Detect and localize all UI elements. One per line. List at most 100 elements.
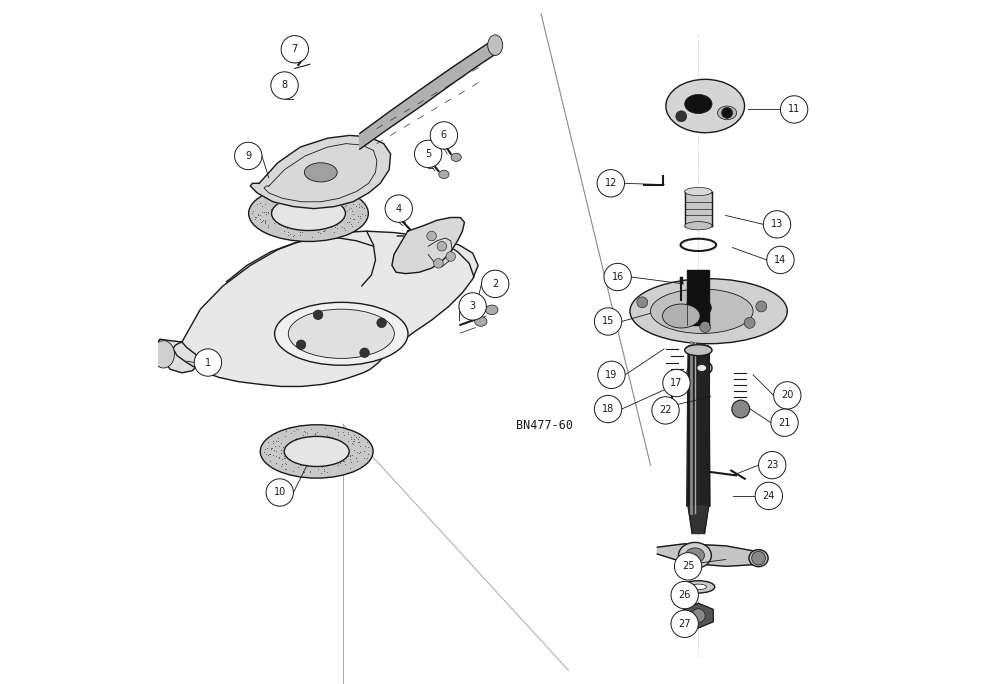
Circle shape bbox=[597, 170, 624, 197]
Text: 16: 16 bbox=[612, 272, 624, 282]
Circle shape bbox=[296, 340, 306, 350]
Circle shape bbox=[771, 409, 798, 436]
Polygon shape bbox=[688, 506, 709, 534]
Ellipse shape bbox=[682, 581, 715, 593]
Ellipse shape bbox=[153, 341, 174, 368]
Circle shape bbox=[780, 96, 808, 123]
Text: 8: 8 bbox=[281, 81, 288, 90]
Text: 17: 17 bbox=[670, 378, 683, 388]
Text: 19: 19 bbox=[605, 370, 618, 380]
Ellipse shape bbox=[284, 436, 349, 466]
Text: 15: 15 bbox=[602, 317, 614, 326]
Circle shape bbox=[767, 246, 794, 274]
Text: 2: 2 bbox=[492, 279, 498, 289]
Circle shape bbox=[752, 551, 765, 565]
Circle shape bbox=[774, 382, 801, 409]
Ellipse shape bbox=[685, 94, 712, 114]
Ellipse shape bbox=[630, 279, 787, 344]
Text: 23: 23 bbox=[766, 460, 778, 470]
Polygon shape bbox=[685, 192, 712, 226]
Text: 5: 5 bbox=[425, 149, 431, 159]
Text: 14: 14 bbox=[774, 255, 787, 265]
Circle shape bbox=[360, 348, 369, 358]
Text: 12: 12 bbox=[605, 179, 617, 188]
Circle shape bbox=[663, 369, 690, 397]
Circle shape bbox=[755, 482, 782, 510]
Ellipse shape bbox=[249, 185, 368, 241]
Circle shape bbox=[594, 308, 622, 335]
Text: 27: 27 bbox=[678, 619, 691, 629]
Circle shape bbox=[652, 397, 679, 424]
Circle shape bbox=[235, 142, 262, 170]
Text: 22: 22 bbox=[659, 406, 672, 415]
Ellipse shape bbox=[690, 584, 707, 590]
Circle shape bbox=[763, 211, 791, 238]
Circle shape bbox=[459, 293, 486, 320]
Text: 18: 18 bbox=[602, 404, 614, 414]
Text: 4: 4 bbox=[396, 204, 402, 213]
Text: 26: 26 bbox=[678, 590, 691, 600]
Ellipse shape bbox=[679, 542, 711, 568]
Circle shape bbox=[637, 297, 648, 308]
Circle shape bbox=[692, 609, 705, 622]
Text: 9: 9 bbox=[245, 151, 251, 161]
Polygon shape bbox=[155, 339, 200, 373]
Circle shape bbox=[674, 553, 702, 580]
Ellipse shape bbox=[439, 170, 449, 179]
Circle shape bbox=[732, 400, 750, 418]
Ellipse shape bbox=[685, 344, 711, 354]
Ellipse shape bbox=[486, 305, 498, 315]
Circle shape bbox=[482, 270, 509, 298]
Circle shape bbox=[377, 318, 386, 328]
Text: 10: 10 bbox=[274, 488, 286, 497]
Polygon shape bbox=[687, 349, 710, 506]
Circle shape bbox=[446, 252, 456, 261]
Ellipse shape bbox=[488, 35, 503, 55]
Polygon shape bbox=[684, 603, 713, 628]
Ellipse shape bbox=[666, 384, 679, 393]
Text: 1: 1 bbox=[205, 358, 211, 367]
Ellipse shape bbox=[662, 304, 700, 328]
Circle shape bbox=[594, 395, 622, 423]
Circle shape bbox=[437, 241, 447, 251]
Ellipse shape bbox=[451, 153, 461, 161]
Text: 21: 21 bbox=[778, 418, 791, 428]
Circle shape bbox=[266, 479, 293, 506]
Circle shape bbox=[281, 36, 308, 63]
Text: 3: 3 bbox=[470, 302, 476, 311]
Circle shape bbox=[700, 321, 711, 332]
Text: 11: 11 bbox=[788, 105, 800, 114]
Circle shape bbox=[676, 111, 687, 122]
Polygon shape bbox=[173, 231, 478, 386]
Ellipse shape bbox=[650, 289, 753, 334]
Ellipse shape bbox=[749, 549, 768, 566]
Text: 13: 13 bbox=[771, 220, 783, 229]
Ellipse shape bbox=[260, 425, 373, 478]
Ellipse shape bbox=[685, 345, 712, 356]
Circle shape bbox=[671, 581, 698, 609]
Circle shape bbox=[604, 263, 631, 291]
Ellipse shape bbox=[692, 360, 712, 376]
Ellipse shape bbox=[718, 106, 737, 120]
Circle shape bbox=[430, 122, 458, 149]
Circle shape bbox=[598, 361, 625, 389]
Polygon shape bbox=[687, 270, 709, 325]
Ellipse shape bbox=[685, 187, 712, 196]
Circle shape bbox=[313, 310, 323, 319]
Text: 20: 20 bbox=[781, 391, 793, 400]
Ellipse shape bbox=[697, 365, 707, 371]
Circle shape bbox=[722, 107, 733, 118]
Polygon shape bbox=[428, 238, 452, 267]
Ellipse shape bbox=[275, 302, 408, 365]
Circle shape bbox=[759, 451, 786, 479]
Ellipse shape bbox=[272, 196, 345, 231]
Circle shape bbox=[427, 231, 436, 241]
Circle shape bbox=[385, 195, 412, 222]
Ellipse shape bbox=[304, 163, 337, 182]
Polygon shape bbox=[392, 218, 464, 274]
Ellipse shape bbox=[475, 317, 487, 326]
Text: 7: 7 bbox=[292, 44, 298, 54]
Ellipse shape bbox=[666, 79, 745, 133]
Circle shape bbox=[744, 317, 755, 328]
Ellipse shape bbox=[685, 548, 705, 563]
